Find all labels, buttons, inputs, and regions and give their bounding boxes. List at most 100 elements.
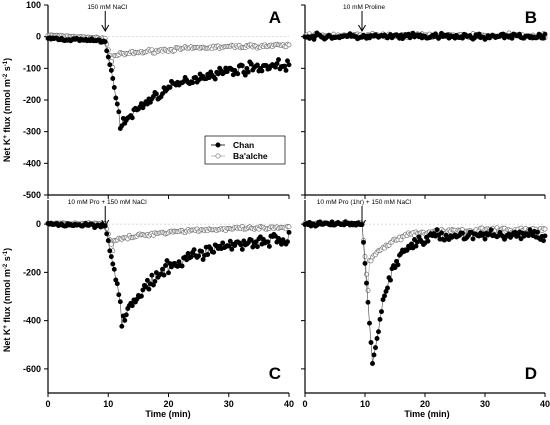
data-point-chan (104, 231, 110, 237)
data-point-chan (211, 249, 217, 255)
data-point-chan (376, 329, 381, 335)
data-point-baalche (364, 271, 369, 277)
y-tick-label: -200 (23, 95, 41, 105)
data-point-chan (146, 286, 152, 292)
treatment-annotation: 10 mM Pro + 150 mM NaCl (68, 199, 147, 206)
data-point-chan (212, 76, 218, 82)
data-point-chan (238, 242, 244, 248)
y-axis-title-bottom: Net K+ flux (nmol m-2 s-1) (2, 248, 12, 352)
data-point-chan (164, 258, 170, 264)
x-axis-title-left: Time (min) (145, 409, 190, 419)
data-point-chan (113, 95, 119, 101)
y-tick-label: -400 (23, 158, 41, 168)
data-point-chan (460, 230, 465, 236)
y-tick-label: -400 (23, 316, 41, 326)
data-point-chan (144, 277, 150, 283)
data-point-chan (110, 76, 116, 81)
data-point-chan (382, 293, 387, 299)
data-point-chan (114, 101, 120, 107)
data-point-chan (226, 243, 232, 249)
data-point-chan (102, 39, 108, 45)
data-point-chan (105, 238, 111, 244)
data-point-chan (283, 67, 289, 73)
data-point-chan (116, 292, 122, 298)
treatment-annotation: 10 mM Pro (1hr) + 150 mM NaCl (317, 199, 412, 206)
data-point-chan (368, 340, 374, 345)
data-point-chan (220, 240, 226, 246)
data-point-chan (404, 247, 410, 253)
data-point-chan (388, 277, 393, 283)
data-point-chan (190, 80, 196, 86)
data-point-chan (239, 246, 245, 252)
data-point-chan (374, 336, 380, 341)
data-point-chan (114, 281, 120, 287)
x-tick-label: 10 (103, 399, 113, 409)
y-tick-label: -100 (23, 63, 41, 73)
data-point-chan (361, 239, 366, 245)
data-point-chan (482, 236, 488, 242)
data-point-chan (276, 57, 281, 63)
data-point-chan (200, 257, 206, 262)
data-point-chan (229, 246, 235, 252)
x-axis-title-right: Time (min) (404, 409, 449, 419)
data-point-chan (274, 61, 280, 67)
data-point-chan (286, 62, 292, 68)
data-point-chan (442, 237, 447, 243)
treatment-arrow-head (101, 24, 110, 32)
data-point-chan (526, 233, 531, 239)
data-point-chan (205, 252, 211, 257)
y-tick-label: 100 (26, 0, 41, 10)
data-point-chan (167, 84, 173, 90)
data-point-chan (542, 31, 548, 37)
data-point-chan (392, 265, 398, 271)
data-point-chan (108, 254, 114, 260)
data-point-chan (138, 293, 144, 299)
data-point-chan (470, 236, 476, 242)
y-tick-label: 0 (36, 32, 41, 42)
data-point-chan (111, 85, 117, 90)
data-point-chan (541, 238, 546, 244)
panel-letter: D (525, 364, 537, 383)
data-point-chan (153, 270, 159, 276)
data-point-chan (439, 230, 444, 236)
y-tick-label: -500 (23, 190, 41, 200)
data-point-chan (152, 278, 158, 284)
data-point-chan (153, 91, 159, 97)
panel-letter: C (269, 364, 281, 383)
legend-box (204, 135, 286, 165)
x-tick-label: 20 (163, 399, 173, 409)
legend-marker-chan (215, 142, 221, 148)
data-point-chan (119, 323, 125, 329)
x-tick-label: 20 (420, 399, 430, 409)
data-point-chan (104, 48, 110, 54)
x-tick-label: 40 (284, 399, 294, 409)
data-point-baalche (286, 42, 292, 48)
data-point-chan (509, 35, 515, 41)
data-point-chan (248, 61, 254, 67)
data-point-chan (160, 266, 165, 272)
x-tick-label: 10 (360, 399, 370, 409)
data-point-chan (373, 345, 378, 351)
y-axis-title-top: Net K+ flux (nmol m-2 s-1) (2, 58, 12, 162)
y-tick-label: -600 (23, 364, 41, 374)
data-point-chan (259, 68, 265, 74)
panel-d: 0 10 20 30 40 10 mM Pro (1hr) + 150 mM NaCl D (301, 199, 550, 409)
data-point-chan (371, 352, 377, 358)
data-point-baalche (542, 226, 548, 232)
x-tick-label: 30 (224, 399, 234, 409)
data-point-baalche (362, 254, 368, 259)
data-point-chan (535, 229, 540, 235)
data-point-chan (122, 317, 128, 323)
data-point-chan (116, 109, 122, 115)
x-tick-label: 0 (45, 399, 50, 409)
data-point-chan (110, 261, 116, 267)
panel-letter: A (269, 8, 281, 27)
data-point-chan (541, 35, 546, 41)
data-point-baalche (365, 288, 371, 293)
data-point-chan (365, 299, 371, 305)
data-point-chan (542, 233, 548, 239)
data-point-chan (425, 238, 431, 244)
panel-b: 10 mM Proline B (301, 4, 548, 199)
